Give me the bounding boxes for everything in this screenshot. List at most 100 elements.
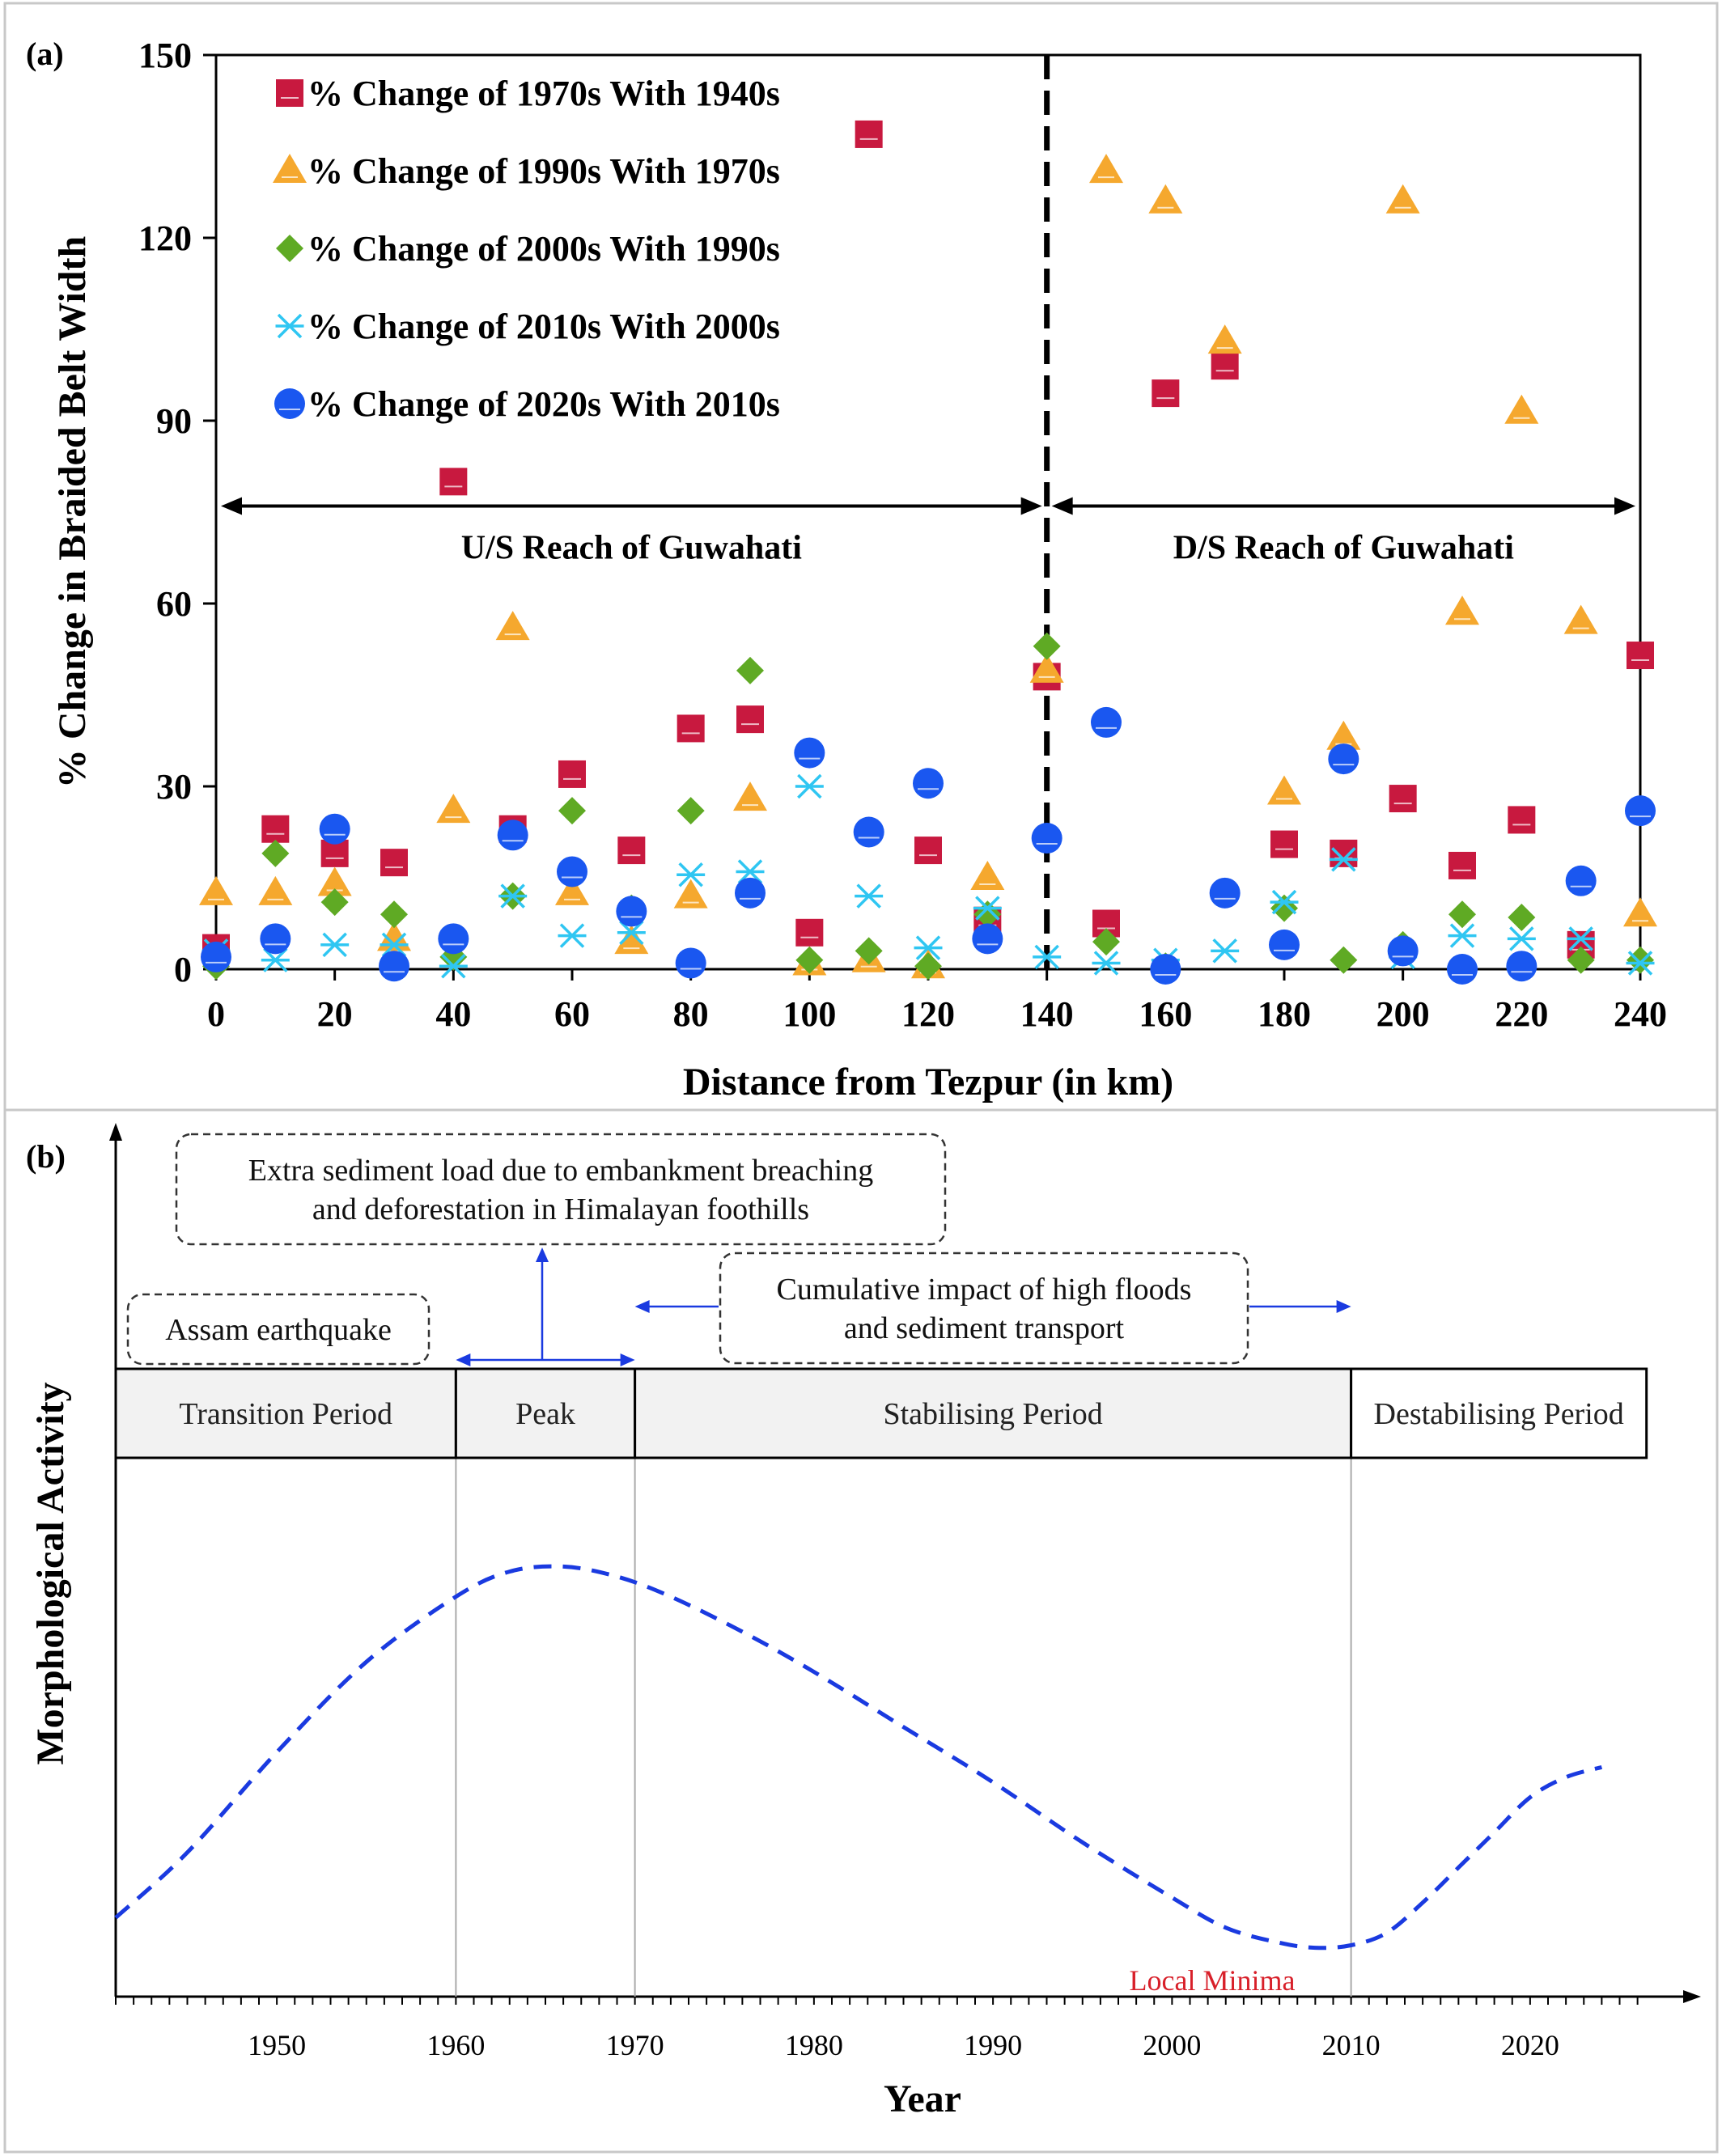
- x-tick-label: 1950: [248, 2029, 306, 2061]
- data-point-circle: [1091, 706, 1122, 738]
- period-cell: Transition Period: [114, 1367, 457, 1459]
- data-point-diamond: [855, 937, 883, 965]
- data-point-star: [1448, 923, 1477, 948]
- data-point-square: [380, 849, 408, 877]
- period-boundary-lines: [455, 1458, 1352, 1997]
- period-cell: Peak: [454, 1367, 637, 1459]
- data-point-circle: [1625, 795, 1656, 827]
- data-point-triangle: [199, 875, 233, 905]
- data-point-circle: [201, 941, 231, 972]
- data-point-triangle: [436, 794, 471, 824]
- legend-entry-label: % Change of 2000s With 1990s: [308, 229, 780, 269]
- data-point-square: [439, 468, 468, 496]
- data-point-star: [914, 935, 943, 960]
- data-point-circle: [557, 856, 587, 887]
- x-tick-label: 140: [1020, 994, 1074, 1034]
- data-point-triangle: [258, 875, 293, 905]
- x-tick-label: 80: [673, 994, 709, 1034]
- x-tick-label: 200: [1376, 994, 1430, 1034]
- data-point-circle: [1209, 877, 1241, 909]
- data-point-circle: [260, 923, 291, 955]
- legend-marker-diamond: [276, 235, 303, 262]
- x-tick-label: 20: [317, 994, 353, 1034]
- data-point-triangle: [1504, 394, 1539, 424]
- data-point-square: [1211, 352, 1239, 380]
- annotations: Assam earthquake Extra sediment load due …: [126, 1133, 1351, 1366]
- data-point-square: [855, 120, 883, 148]
- data-point-diamond: [1330, 946, 1358, 974]
- y-tick-label: 60: [156, 584, 192, 624]
- data-point-star: [558, 923, 587, 948]
- panel-b: (b) 1950 1960 1970 1980 1990 2000 2010 2020 Mor…: [26, 1123, 1701, 2120]
- data-point-square: [558, 760, 586, 788]
- legend-marker-star: [275, 313, 304, 339]
- legend: % Change of 1970s With 1940s % Change of …: [273, 74, 780, 424]
- data-point-triangle: [970, 861, 1005, 890]
- y-tick-label: 0: [174, 950, 192, 989]
- data-point-circle: [1031, 823, 1062, 854]
- data-point-circle: [438, 923, 469, 955]
- data-point-star: [1567, 926, 1596, 951]
- data-point-star: [1033, 944, 1062, 970]
- panel-a-label: (a): [26, 36, 64, 72]
- x-tick-label: 2020: [1501, 2029, 1559, 2061]
- data-point-circle: [1387, 935, 1419, 967]
- period-label: Transition Period: [179, 1397, 392, 1431]
- data-point-diamond: [320, 888, 349, 917]
- data-point-circle: [735, 877, 766, 909]
- data-point-star: [261, 947, 290, 972]
- data-point-square: [1152, 379, 1180, 408]
- y-tick-label: 120: [138, 218, 192, 258]
- reach-arrowhead-right: [1020, 497, 1042, 515]
- data-point-diamond: [1033, 632, 1061, 660]
- x-tick-label: 1970: [606, 2029, 664, 2061]
- data-point-square: [1627, 642, 1654, 670]
- data-point-star: [498, 883, 528, 909]
- data-point-circle: [1506, 951, 1538, 982]
- x-tick-label: 1960: [426, 2029, 485, 2061]
- period-arrows: [456, 1247, 1351, 1366]
- x-tick-label: 2010: [1322, 2029, 1381, 2061]
- y-tick-label: 30: [156, 767, 192, 807]
- data-point-diamond: [261, 839, 290, 867]
- data-point-square: [676, 714, 705, 743]
- x-tick-label: 40: [435, 994, 471, 1034]
- data-point-star: [617, 920, 646, 946]
- data-point-diamond: [1567, 946, 1595, 974]
- data-point-square: [617, 837, 646, 865]
- data-point-circle: [1150, 954, 1181, 985]
- data-point-diamond: [736, 656, 764, 684]
- data-point-triangle: [1207, 324, 1242, 354]
- data-point-triangle: [1267, 775, 1301, 805]
- legend-marker-circle: [274, 388, 305, 419]
- data-point-triangle: [495, 611, 530, 641]
- data-point-star: [736, 859, 765, 884]
- data-point-circle: [1269, 929, 1300, 960]
- x-tick-label: 2000: [1143, 2029, 1201, 2061]
- y-axis-label: Morphological Activity: [29, 1382, 72, 1764]
- annotation-floods: Cumulative impact of high floods and sedi…: [719, 1252, 1249, 1365]
- period-label: Stabilising Period: [883, 1397, 1102, 1431]
- legend-entry-label: % Change of 2010s With 2000s: [308, 307, 780, 346]
- data-point-star: [320, 932, 350, 958]
- data-point-triangle: [1563, 604, 1598, 634]
- data-point-diamond: [795, 946, 824, 974]
- data-point-triangle: [614, 925, 649, 955]
- data-point-triangle: [733, 781, 767, 811]
- legend-entry-label: % Change of 2020s With 2010s: [308, 384, 780, 424]
- data-point-square: [914, 837, 942, 865]
- x-axis-ticks: 1950 1960 1970 1980 1990 2000 2010 2020: [115, 1997, 1639, 2061]
- period-cell: Stabilising Period: [634, 1367, 1353, 1459]
- data-point-diamond: [676, 797, 705, 825]
- x-tick-label: 60: [554, 994, 590, 1034]
- annotation-text-line: Extra sediment load due to embankment br…: [248, 1154, 873, 1188]
- x-axis-label: Year: [884, 2078, 961, 2120]
- legend-entry-label: % Change of 1970s With 1940s: [308, 74, 780, 113]
- x-axis-label: Distance from Tezpur (in km): [683, 1061, 1173, 1103]
- annotation-text-line: and deforestation in Himalayan foothills: [312, 1192, 809, 1226]
- x-axis-arrowhead: [1683, 1990, 1701, 2003]
- legend-marker-triangle: [273, 154, 307, 183]
- reach-label: U/S Reach of Guwahati: [461, 529, 803, 566]
- data-point-star: [1507, 926, 1536, 951]
- data-point-diamond: [914, 952, 942, 981]
